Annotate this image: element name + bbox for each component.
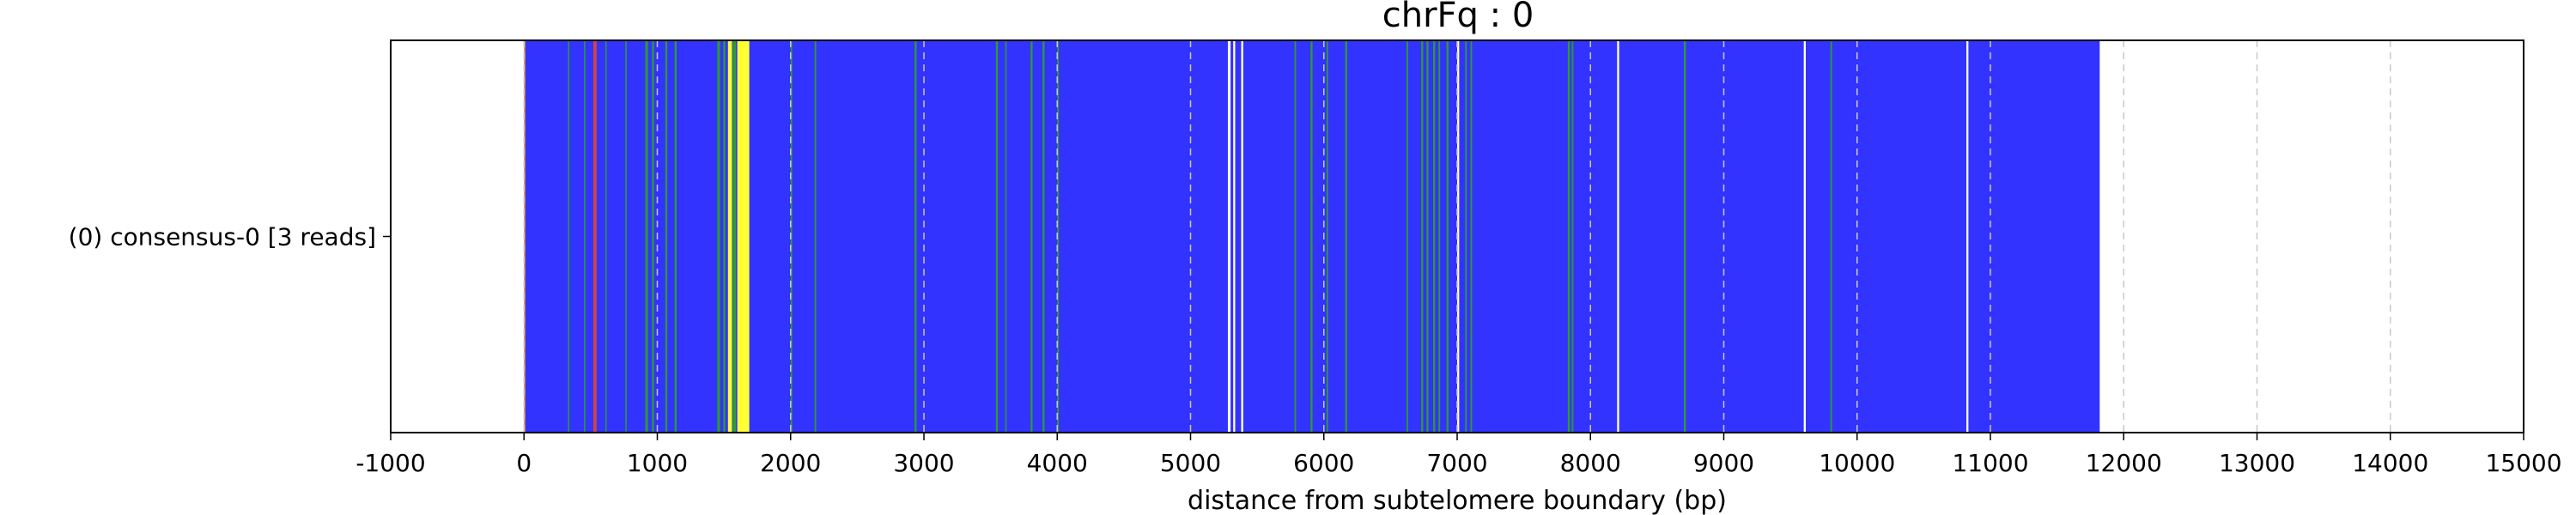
white-mark-5 — [1803, 41, 1806, 432]
x-tick-label-10: 9000 — [1693, 449, 1754, 477]
green-mark-3 — [625, 41, 627, 432]
x-tick-label-11: 10000 — [1819, 449, 1895, 477]
green-mark-16 — [1030, 41, 1033, 432]
green-mark-29 — [1465, 41, 1467, 432]
white-mark-1 — [1233, 41, 1236, 432]
green-mark-5 — [652, 41, 654, 432]
green-mark-20 — [1310, 41, 1313, 432]
green-mark-1 — [584, 41, 586, 432]
green-mark-32 — [1571, 41, 1574, 432]
green-mark-23 — [1406, 41, 1408, 432]
green-mark-0 — [568, 41, 570, 432]
x-tick-label-9: 8000 — [1560, 449, 1621, 477]
orange-mark-0 — [524, 41, 526, 432]
green-mark-33 — [1683, 41, 1686, 432]
x-tick-label-1: 0 — [516, 449, 532, 477]
green-mark-4 — [645, 41, 648, 432]
green-mark-14 — [995, 41, 999, 432]
x-tick-label-8: 7000 — [1426, 449, 1487, 477]
green-mark-12 — [814, 41, 817, 432]
green-mark-7 — [674, 41, 677, 432]
green-mark-15 — [1005, 41, 1007, 432]
green-mark-25 — [1426, 41, 1429, 432]
tracks-layer — [524, 41, 2100, 432]
green-mark-2 — [605, 41, 607, 432]
green-mark-28 — [1446, 41, 1449, 432]
x-tick-label-0: -1000 — [355, 449, 425, 477]
white-mark-6 — [1966, 41, 1969, 432]
red-mark-0 — [592, 41, 597, 432]
x-axis-label: distance from subtelomere boundary (bp) — [1188, 486, 1727, 515]
green-mark-10 — [732, 41, 737, 432]
x-tick-label-12: 11000 — [1952, 449, 2028, 477]
green-mark-8 — [717, 41, 720, 432]
green-mark-24 — [1421, 41, 1424, 432]
green-mark-11 — [790, 41, 793, 432]
grid-layer — [523, 40, 2391, 433]
green-mark-31 — [1567, 41, 1571, 432]
white-mark-3 — [1457, 41, 1460, 432]
white-mark-2 — [1241, 41, 1243, 432]
green-mark-21 — [1326, 41, 1328, 432]
green-mark-19 — [1294, 41, 1297, 432]
green-mark-26 — [1433, 41, 1436, 432]
green-mark-18 — [1057, 41, 1060, 432]
x-tick-label-13: 12000 — [2086, 449, 2162, 477]
x-tick-label-6: 5000 — [1160, 449, 1221, 477]
y-axis-layer: (0) consensus-0 [3 reads] — [69, 223, 391, 251]
y-tick-label-0: (0) consensus-0 [3 reads] — [69, 223, 376, 251]
x-tick-label-5: 4000 — [1027, 449, 1088, 477]
chart-title: chrFq : 0 — [1382, 0, 1534, 35]
x-tick-label-2: 1000 — [627, 449, 688, 477]
green-mark-6 — [665, 41, 668, 432]
x-tick-label-3: 2000 — [760, 449, 821, 477]
green-mark-34 — [1830, 41, 1832, 432]
x-tick-label-16: 15000 — [2485, 449, 2561, 477]
green-mark-13 — [914, 41, 917, 432]
x-tick-label-7: 6000 — [1293, 449, 1354, 477]
white-mark-4 — [1617, 41, 1619, 432]
green-mark-9 — [723, 41, 726, 432]
x-tick-label-15: 14000 — [2352, 449, 2428, 477]
green-mark-27 — [1438, 41, 1441, 432]
green-mark-30 — [1470, 41, 1473, 432]
x-ticks-layer: -1000 0 1000 2000 3000 4000 5000 6000 7000 8000 90… — [355, 433, 2562, 477]
yellow-mark-1 — [737, 41, 750, 432]
x-tick-label-4: 3000 — [893, 449, 954, 477]
x-tick-label-14: 13000 — [2219, 449, 2295, 477]
yellow-mark-0 — [727, 41, 732, 432]
green-mark-17 — [1042, 41, 1045, 432]
white-mark-0 — [1227, 41, 1231, 432]
green-mark-22 — [1345, 41, 1347, 432]
